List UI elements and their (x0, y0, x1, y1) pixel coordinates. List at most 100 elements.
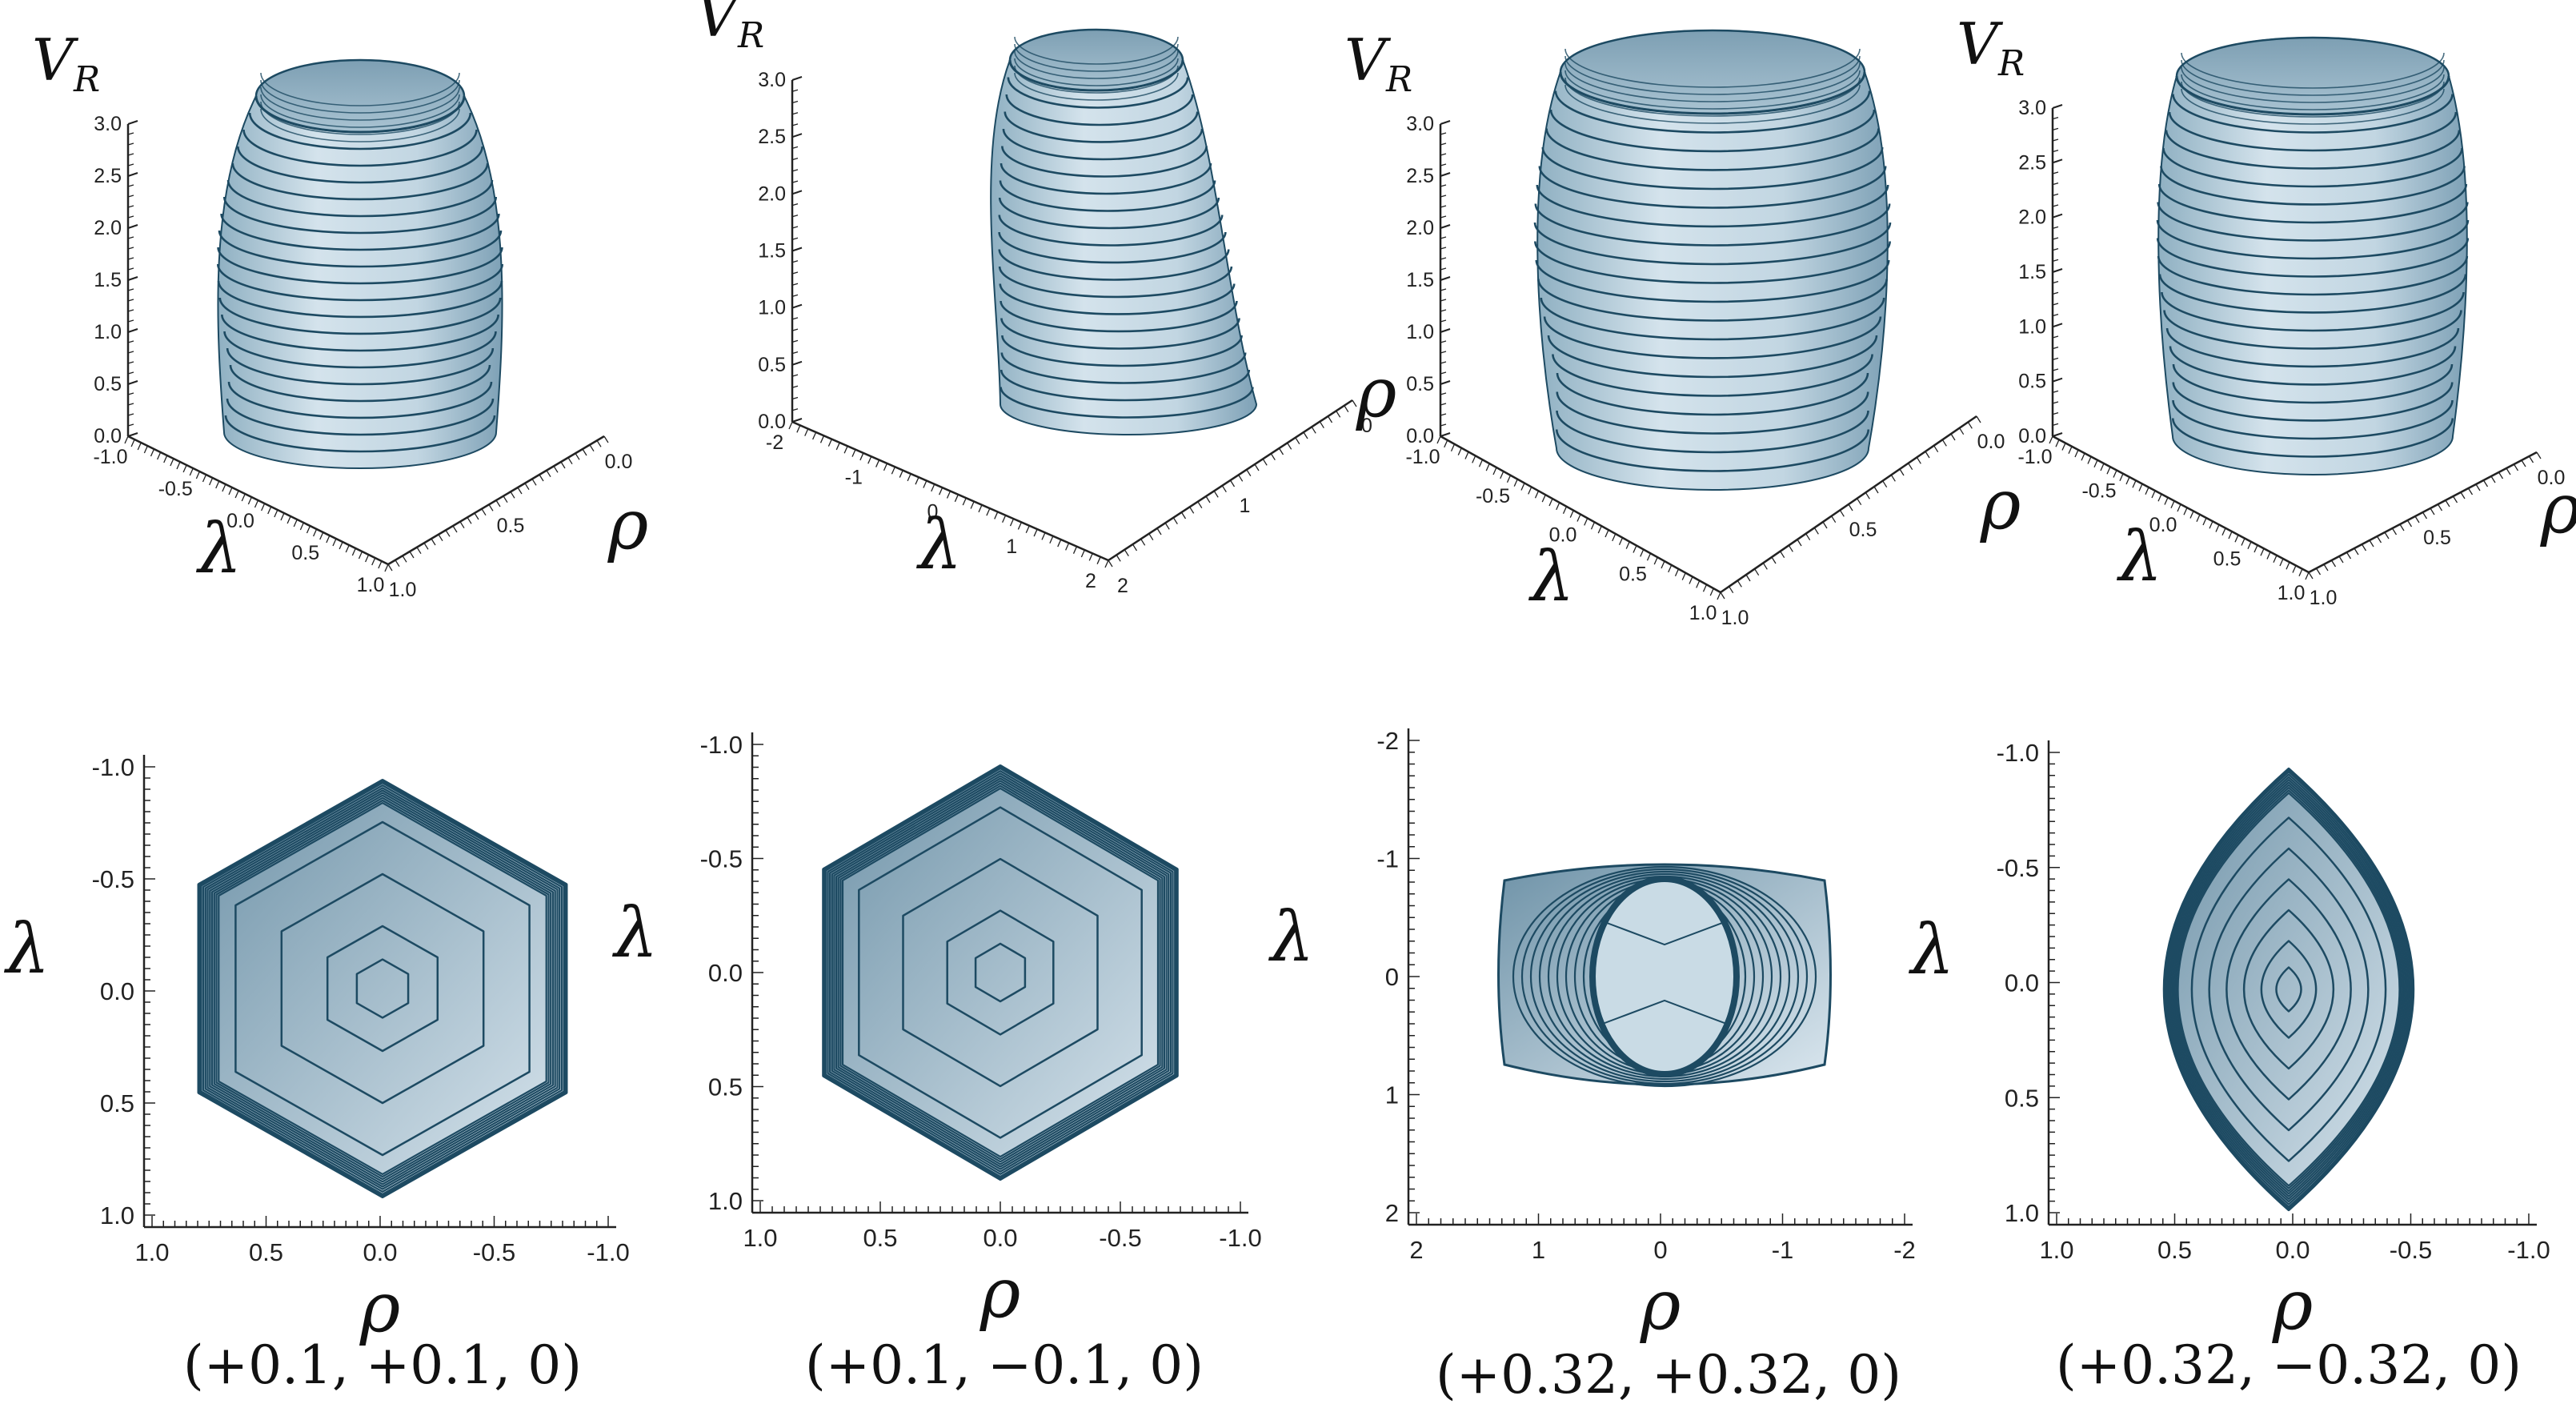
v-tick-label: 2.5 (758, 126, 786, 148)
surface-inner-opening (1589, 876, 1740, 1077)
v-tick-label: 0.5 (2018, 371, 2046, 393)
rho-axis-minor-tick (1848, 503, 1853, 511)
surface-level-curve (1538, 166, 1887, 209)
rho-axis-minor-tick (1172, 517, 1178, 525)
surface-inner-level-curve (260, 94, 460, 128)
v-axis-minor-tick (2052, 368, 2059, 371)
rho-axis-minor-tick (1213, 490, 1219, 498)
lambda-axis-minor-tick (1548, 498, 1553, 507)
surface-level-curve (1555, 429, 1870, 472)
surface-level-curve (1543, 316, 1882, 359)
lambda-tick-label: 1.0 (357, 574, 385, 596)
v-axis-minor-tick (2052, 138, 2059, 142)
lambda-axis-minor-tick (1646, 552, 1652, 561)
lambda-axis-minor-tick (1653, 556, 1658, 565)
surface-top-view (197, 779, 568, 1198)
v-axis-minor-tick (1440, 299, 1447, 302)
rho-axis-minor-tick (1967, 421, 1973, 429)
rho-tick-label: -2 (1893, 1236, 1916, 1264)
surface-level-curve (223, 331, 497, 369)
rho-axis-minor-tick (1976, 415, 1981, 423)
lambda-axis-minor-tick (1080, 549, 1085, 558)
rho-axis-minor-tick (1908, 463, 1913, 471)
rho-axis-minor-tick (2338, 556, 2344, 564)
surface-level-curve (831, 775, 1170, 1170)
surface-inner-level-curve (1564, 48, 1861, 88)
v-axis-minor-tick (127, 205, 134, 208)
v-axis-minor-tick (127, 236, 134, 239)
surface-level-curve (1529, 870, 1800, 1083)
lambda-axis-minor-tick (962, 497, 967, 506)
surface-top-view (1497, 863, 1832, 1088)
lambda-axis-minor-tick (2081, 452, 2085, 461)
surface-level-curve (999, 283, 1236, 315)
surface-level-curve (858, 806, 1143, 1139)
v-axis-minor-tick (1440, 330, 1447, 333)
rho-tick-label: -1.0 (1219, 1224, 1261, 1252)
v-axis-minor-tick (1440, 382, 1447, 385)
v-axis-minor-tick (1440, 413, 1447, 416)
lambda-axis-minor-tick (2273, 555, 2278, 564)
lambda-axis-minor-tick (804, 428, 809, 436)
rho-axis-minor-tick (2399, 523, 2405, 531)
lambda-axis-minor-tick (891, 466, 895, 475)
v-axis-minor-tick (2052, 303, 2059, 306)
rho-tick-label: -0.5 (1099, 1224, 1141, 1252)
rho-tick-label: 0.5 (2423, 527, 2451, 549)
lambda-axis-minor-tick (293, 519, 298, 527)
rho-axis-minor-tick (1780, 551, 1785, 559)
rho-axis-minor-tick (402, 555, 407, 563)
lambda-axis-minor-tick (2241, 538, 2245, 546)
lambda-axis-minor-tick (306, 525, 311, 534)
v-axis-minor-tick (1440, 371, 1447, 375)
lambda-axis-minor-tick (261, 503, 266, 511)
surface-level-curve (1600, 999, 1729, 1025)
surface-level-curve (355, 958, 410, 1019)
v-axis-minor-tick (127, 174, 134, 177)
lambda-axis-minor-tick (2279, 558, 2284, 567)
surface-level-curve (998, 249, 1230, 281)
lambda-axis-label: λ (1268, 897, 1315, 977)
lambda-axis-minor-tick (2087, 456, 2092, 464)
v-axis-minor-tick (791, 396, 799, 400)
rho-axis-minor-tick (2467, 487, 2474, 495)
surface-inner-level-curve (260, 72, 460, 106)
rho-axis-label: ρ (1356, 353, 1397, 433)
lambda-axis-minor-tick (851, 449, 856, 457)
rho-axis-minor-tick (387, 564, 393, 572)
lambda-tick-label: 0.5 (2213, 548, 2241, 571)
lambda-axis-minor-tick (2074, 449, 2079, 458)
rho-tick-label: 1 (1240, 495, 1251, 517)
surface-level-curve (2158, 274, 2467, 314)
v-axis-minor-tick (2052, 324, 2059, 327)
rho-tick-label: -0.5 (2390, 1236, 2432, 1264)
rho-axis-minor-tick (1720, 592, 1725, 600)
lambda-axis-minor-tick (827, 439, 832, 447)
lambda-axis-minor-tick (1584, 518, 1588, 526)
lambda-axis-minor-tick (1689, 576, 1693, 584)
rho-axis-minor-tick (1813, 527, 1819, 535)
surface-level-curve (824, 768, 1176, 1177)
rho-axis-minor-tick (1839, 509, 1845, 517)
v-axis-minor-tick (2052, 117, 2059, 120)
v-tick-label: 3.0 (1406, 113, 1434, 135)
lambda-axis-minor-tick (1049, 536, 1054, 544)
lambda-axis-minor-tick (234, 490, 239, 499)
surface-inner-level-curve (2181, 59, 2445, 96)
v-axis-minor-tick (791, 294, 799, 298)
axes-2d: -1.0 -0.5 0.0 0.5 1.01.0 0.5 0.0 -0.5 -1.0 λ ρ (612, 731, 1262, 1334)
rho-axis-minor-tick (1941, 439, 1947, 447)
lambda-tick-label: 0 (1385, 963, 1399, 991)
lambda-tick-label: -0.5 (2081, 480, 2116, 503)
v-tick-label: 0.0 (94, 425, 122, 447)
lambda-axis-minor-tick (2100, 463, 2105, 471)
lambda-axis-minor-tick (1520, 483, 1525, 491)
rho-axis-minor-tick (1873, 486, 1879, 494)
axes-2d: -1.0 -0.5 0.0 0.5 1.01.0 0.5 0.0 -0.5 -1.0 λ ρ (4, 753, 630, 1348)
surface-level-curve (841, 787, 1160, 1158)
rho-tick-label: 0.5 (1849, 519, 1877, 541)
surface-top-view (2162, 768, 2415, 1211)
rho-axis-minor-tick (1238, 474, 1244, 482)
v-tick-label: 0.5 (758, 354, 786, 376)
lambda-axis-minor-tick (2266, 552, 2271, 560)
